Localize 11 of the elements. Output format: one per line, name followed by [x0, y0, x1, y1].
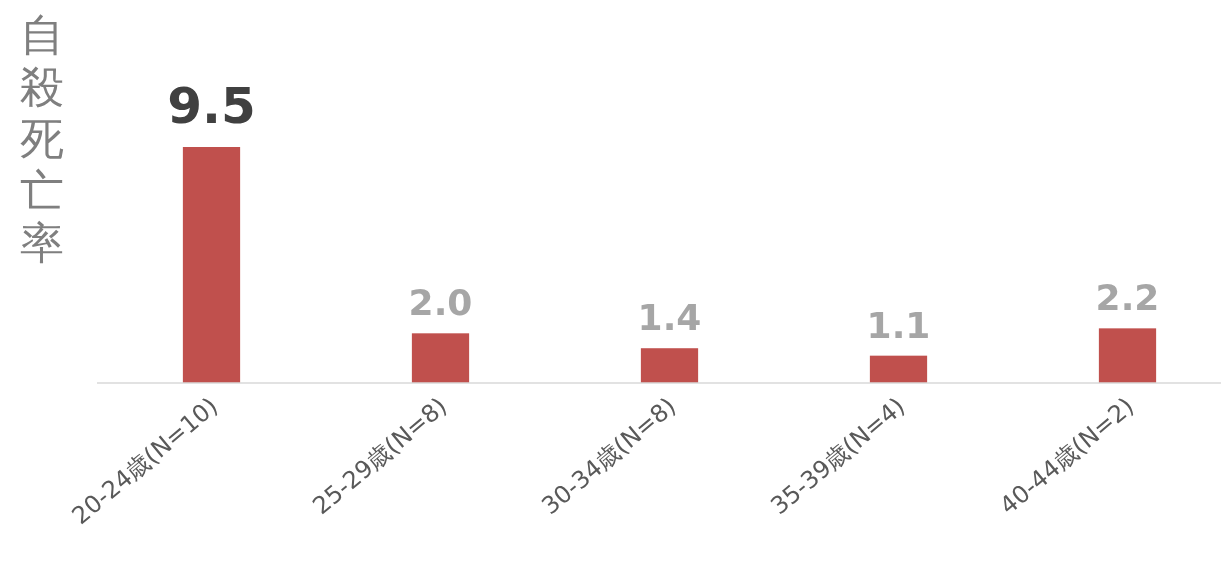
data-label: 2.0: [408, 282, 473, 324]
bar: [182, 147, 241, 383]
bar: [640, 348, 699, 383]
data-label: 1.4: [637, 297, 702, 339]
data-label: 2.2: [1095, 277, 1160, 319]
y-axis-title: 自殺死亡率: [20, 9, 64, 268]
data-label: 1.1: [866, 304, 931, 346]
bar: [411, 333, 470, 383]
bar: [1098, 328, 1157, 383]
data-label: 9.5: [167, 77, 256, 135]
bar: [869, 355, 928, 383]
